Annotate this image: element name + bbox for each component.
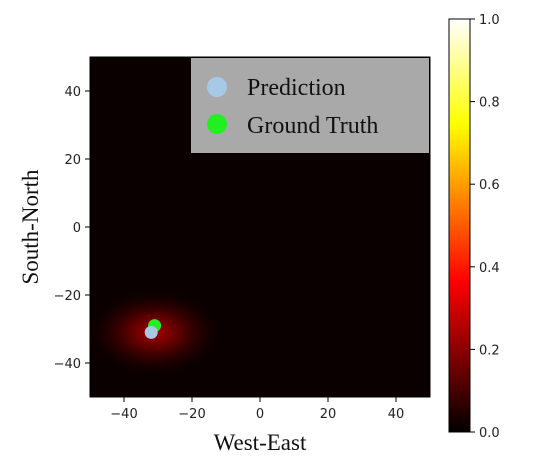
legend-box bbox=[191, 58, 429, 153]
legend-prediction-marker bbox=[207, 77, 227, 97]
legend: Prediction Ground Truth bbox=[191, 58, 429, 153]
legend-ground-truth-marker bbox=[207, 114, 227, 134]
x-tick-label-1: −20 bbox=[178, 407, 205, 422]
legend-prediction-label: Prediction bbox=[247, 75, 346, 101]
colorbar-tick-label-4: 0.8 bbox=[479, 96, 500, 111]
prediction-point-0 bbox=[144, 325, 158, 339]
colorbar-tick-label-1: 0.2 bbox=[479, 343, 500, 358]
colorbar-tick-label-0: 0.0 bbox=[479, 426, 500, 441]
y-tick-label-2: 0 bbox=[73, 221, 81, 236]
x-tick-label-4: 40 bbox=[388, 407, 405, 422]
scatter-layer bbox=[144, 319, 162, 339]
x-axis: −40 −20 0 20 40 bbox=[110, 397, 404, 422]
x-tick-label-3: 20 bbox=[320, 407, 337, 422]
y-tick-label-0: −40 bbox=[54, 357, 81, 372]
y-axis-title: South-North bbox=[18, 169, 43, 285]
colorbar: 0.0 0.2 0.4 0.6 0.8 1.0 bbox=[448, 13, 500, 441]
legend-ground-truth-label: Ground Truth bbox=[247, 113, 378, 139]
y-tick-label-4: 40 bbox=[64, 85, 81, 100]
x-axis-title: West-East bbox=[214, 430, 307, 455]
y-tick-label-1: −20 bbox=[54, 289, 81, 304]
colorbar-tick-label-5: 1.0 bbox=[479, 13, 500, 28]
y-tick-label-3: 20 bbox=[64, 153, 81, 168]
x-tick-label-2: 0 bbox=[256, 407, 264, 422]
colorbar-gradient bbox=[448, 18, 471, 433]
colorbar-tick-label-3: 0.6 bbox=[479, 178, 500, 193]
colorbar-ticks: 0.0 0.2 0.4 0.6 0.8 1.0 bbox=[470, 13, 500, 441]
colorbar-tick-label-2: 0.4 bbox=[479, 261, 500, 276]
y-axis: −40 −20 0 20 40 bbox=[54, 85, 90, 372]
x-tick-label-0: −40 bbox=[110, 407, 137, 422]
